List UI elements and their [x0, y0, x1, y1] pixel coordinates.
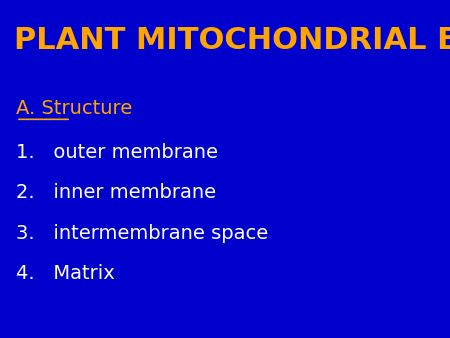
- Text: PLANT MITOCHONDRIAL BIOLOGY: PLANT MITOCHONDRIAL BIOLOGY: [14, 26, 450, 55]
- Text: 1.   outer membrane: 1. outer membrane: [16, 143, 218, 162]
- Text: 2.   inner membrane: 2. inner membrane: [16, 183, 216, 202]
- Text: 3.   intermembrane space: 3. intermembrane space: [16, 224, 268, 243]
- Text: 4.   Matrix: 4. Matrix: [16, 264, 115, 283]
- Text: A. Structure: A. Structure: [16, 99, 132, 118]
